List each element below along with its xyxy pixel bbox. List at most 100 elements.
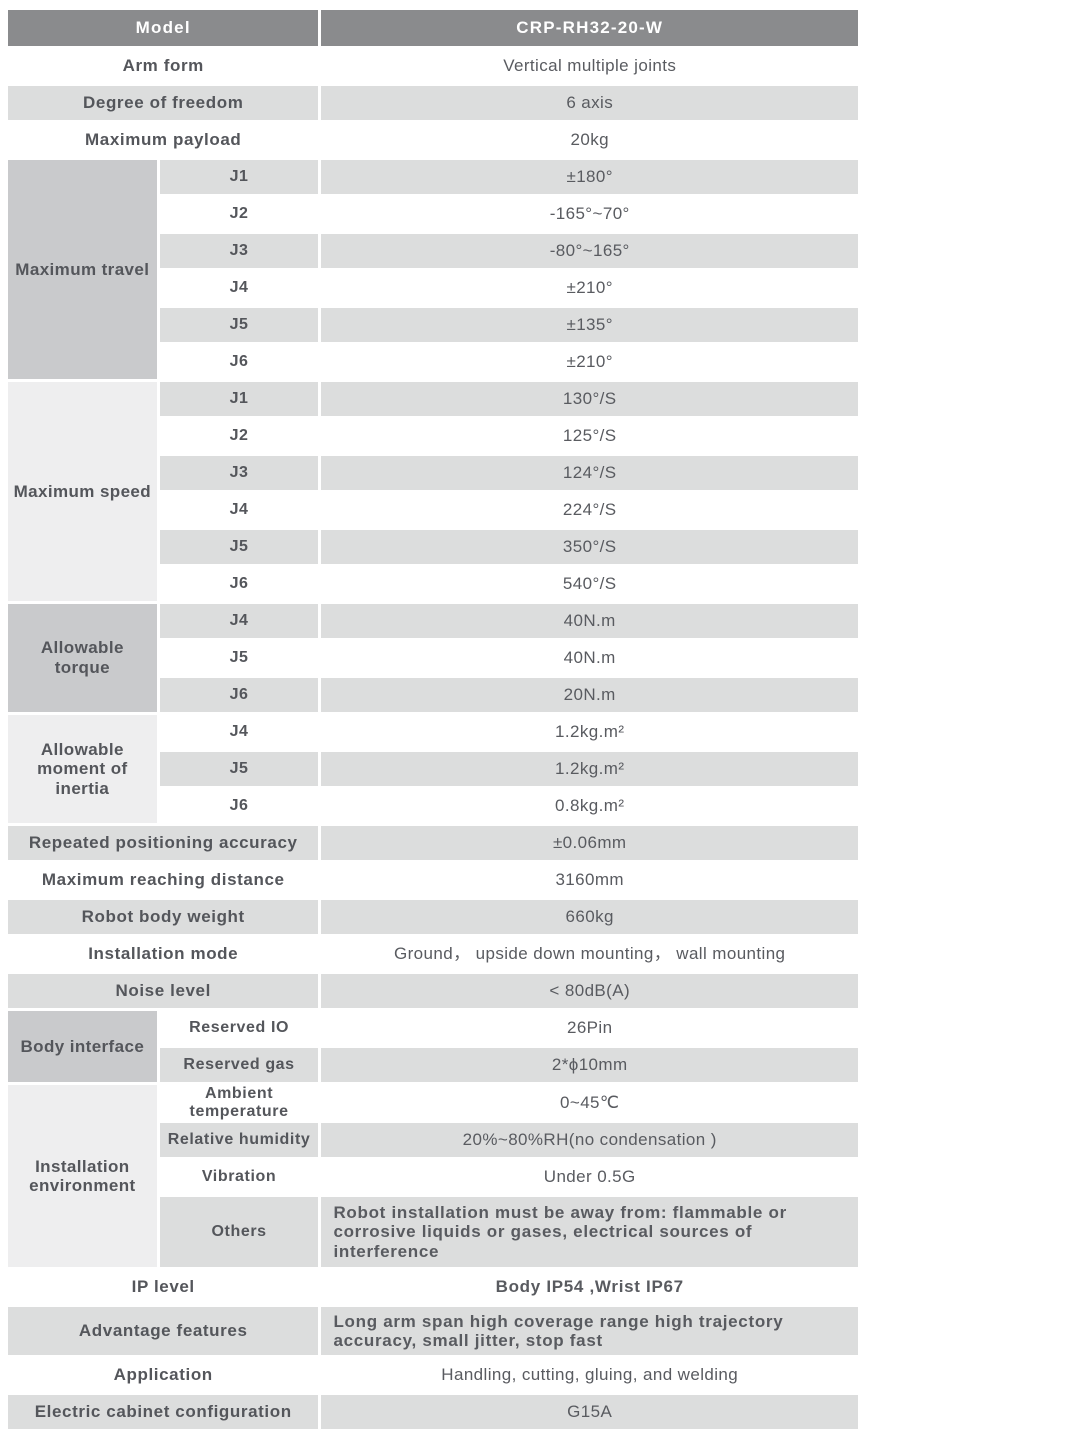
row-value: G15A: [321, 1395, 858, 1430]
travel-row-j4: J4 ±210°: [8, 271, 858, 305]
row-label: Maximum payload: [8, 123, 319, 157]
row-label: IP level: [8, 1270, 319, 1305]
row-label: Arm form: [8, 49, 319, 83]
sub-value: 0~45℃: [321, 1085, 858, 1121]
joint-label: J6: [159, 567, 319, 601]
joint-value: 40N.m: [321, 641, 858, 675]
joint-value: -165°~70°: [321, 197, 858, 231]
speed-row-j2: J2 125°/S: [8, 419, 858, 453]
interface-row-reserved-gas: Reserved gas 2*ϕ10mm: [8, 1048, 858, 1082]
row-label: Application: [8, 1358, 319, 1393]
group-label-allowable-torque: Allowable torque: [8, 604, 157, 712]
sub-label: Others: [159, 1197, 319, 1268]
row-value: 660kg: [321, 900, 858, 934]
joint-value: 350°/S: [321, 530, 858, 564]
joint-label: J4: [159, 493, 319, 527]
spec-row-application: Application Handling, cutting, gluing, a…: [8, 1358, 858, 1393]
joint-value: ±135°: [321, 308, 858, 342]
joint-value: 224°/S: [321, 493, 858, 527]
joint-label: J2: [159, 419, 319, 453]
row-value: 3160mm: [321, 863, 858, 897]
row-value: Handling, cutting, gluing, and welding: [321, 1358, 858, 1393]
spec-row-reaching-distance: Maximum reaching distance 3160mm: [8, 863, 858, 897]
row-label: Advantage features: [8, 1307, 319, 1356]
sub-label: Ambient temperature: [159, 1085, 319, 1121]
row-label: Electric cabinet configuration: [8, 1395, 319, 1430]
joint-value: 0.8kg.m²: [321, 789, 858, 823]
spec-row-body-weight: Robot body weight 660kg: [8, 900, 858, 934]
joint-label: J6: [159, 345, 319, 379]
spec-row-ip-level: IP level Body IP54 ,Wrist IP67: [8, 1270, 858, 1305]
joint-value: ±210°: [321, 271, 858, 305]
travel-row-j2: J2 -165°~70°: [8, 197, 858, 231]
travel-row-j5: J5 ±135°: [8, 308, 858, 342]
environment-row-ambient-temperature: Installation environment Ambient tempera…: [8, 1085, 858, 1268]
spec-table: Model CRP-RH32-20-W Arm form Vertical mu…: [5, 7, 861, 1432]
row-value: Long arm span high coverage range high t…: [321, 1307, 858, 1356]
header-row: Model CRP-RH32-20-W: [8, 10, 858, 46]
row-value: Ground， upside down mounting， wall mount…: [321, 937, 858, 971]
joint-value: ±210°: [321, 345, 858, 379]
row-label: Repeated positioning accuracy: [8, 826, 319, 860]
row-label: Noise level: [8, 974, 319, 1008]
travel-row-j6: J6 ±210°: [8, 345, 858, 379]
group-label-installation-environment: Installation environment: [8, 1085, 157, 1268]
sub-label: Relative humidity: [159, 1123, 319, 1158]
spec-row-arm-form: Arm form Vertical multiple joints: [8, 49, 858, 83]
sub-value: 2*ϕ10mm: [321, 1048, 858, 1082]
interface-row-reserved-io: Body interface Reserved IO 26Pin: [8, 1011, 858, 1082]
travel-row-j3: J3 -80°~165°: [8, 234, 858, 268]
torque-row-j4: Allowable torque J4 40N.m: [8, 604, 858, 712]
joint-label: J1: [159, 382, 319, 416]
spec-row-noise-level: Noise level < 80dB(A): [8, 974, 858, 1008]
sub-value: 20%~80%RH(no condensation ): [321, 1123, 858, 1158]
row-label: Degree of freedom: [8, 86, 319, 120]
group-label-body-interface: Body interface: [8, 1011, 157, 1082]
joint-label: J5: [159, 308, 319, 342]
group-label-maximum-speed: Maximum speed: [8, 382, 157, 601]
environment-row-vibration: Vibration Under 0.5G: [8, 1160, 858, 1195]
joint-label: J4: [159, 604, 319, 638]
joint-label: J6: [159, 678, 319, 712]
sub-value: Under 0.5G: [321, 1160, 858, 1195]
sub-value: Robot installation must be away from: fl…: [321, 1197, 858, 1268]
joint-label: J5: [159, 530, 319, 564]
spec-row-repeat-accuracy: Repeated positioning accuracy ±0.06mm: [8, 826, 858, 860]
joint-label: J1: [159, 160, 319, 194]
model-value-cell: CRP-RH32-20-W: [321, 10, 858, 46]
joint-value: 1.2kg.m²: [321, 752, 858, 786]
torque-row-j6: J6 20N.m: [8, 678, 858, 712]
joint-value: 40N.m: [321, 604, 858, 638]
environment-row-relative-humidity: Relative humidity 20%~80%RH(no condensat…: [8, 1123, 858, 1158]
joint-label: J2: [159, 197, 319, 231]
speed-row-j6: J6 540°/S: [8, 567, 858, 601]
sub-label: Vibration: [159, 1160, 319, 1195]
row-value: Body IP54 ,Wrist IP67: [321, 1270, 858, 1305]
travel-row-j1: Maximum travel J1 ±180°: [8, 160, 858, 379]
joint-label: J4: [159, 271, 319, 305]
sub-label: Reserved IO: [159, 1011, 319, 1045]
spec-row-electric-cabinet: Electric cabinet configuration G15A: [8, 1395, 858, 1430]
row-value: 20kg: [321, 123, 858, 157]
joint-value: 124°/S: [321, 456, 858, 490]
joint-value: 130°/S: [321, 382, 858, 416]
joint-label: J3: [159, 234, 319, 268]
joint-value: -80°~165°: [321, 234, 858, 268]
inertia-row-j6: J6 0.8kg.m²: [8, 789, 858, 823]
joint-value: 20N.m: [321, 678, 858, 712]
joint-value: 1.2kg.m²: [321, 715, 858, 749]
joint-label: J5: [159, 641, 319, 675]
joint-label: J6: [159, 789, 319, 823]
row-value: Vertical multiple joints: [321, 49, 858, 83]
joint-value: ±180°: [321, 160, 858, 194]
model-header-cell: Model: [8, 10, 319, 46]
joint-label: J3: [159, 456, 319, 490]
speed-row-j4: J4 224°/S: [8, 493, 858, 527]
row-label: Installation mode: [8, 937, 319, 971]
joint-label: J4: [159, 715, 319, 749]
torque-row-j5: J5 40N.m: [8, 641, 858, 675]
speed-row-j5: J5 350°/S: [8, 530, 858, 564]
joint-value: 540°/S: [321, 567, 858, 601]
joint-label: J5: [159, 752, 319, 786]
speed-row-j3: J3 124°/S: [8, 456, 858, 490]
